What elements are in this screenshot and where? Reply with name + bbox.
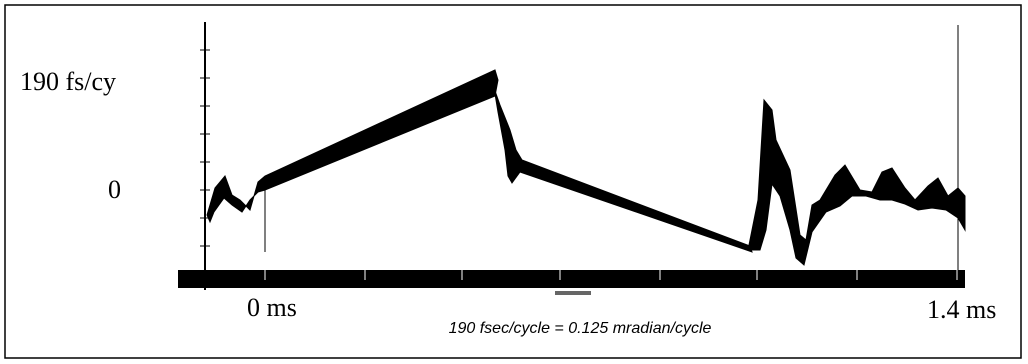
y-ticks: [200, 49, 210, 247]
waveform: [206, 69, 966, 266]
caption: 190 fsec/cycle = 0.125 mradian/cycle: [449, 320, 712, 337]
y-label-zero: 0: [108, 175, 121, 204]
time-bar-ticks: [264, 270, 958, 280]
x-label-start: 0 ms: [247, 293, 297, 322]
scroll-indicator: [555, 291, 591, 295]
time-bar: [178, 270, 965, 288]
frame: [4, 4, 1022, 359]
x-label-end: 1.4 ms: [927, 295, 996, 324]
y-label-top: 190 fs/cy: [20, 67, 116, 96]
